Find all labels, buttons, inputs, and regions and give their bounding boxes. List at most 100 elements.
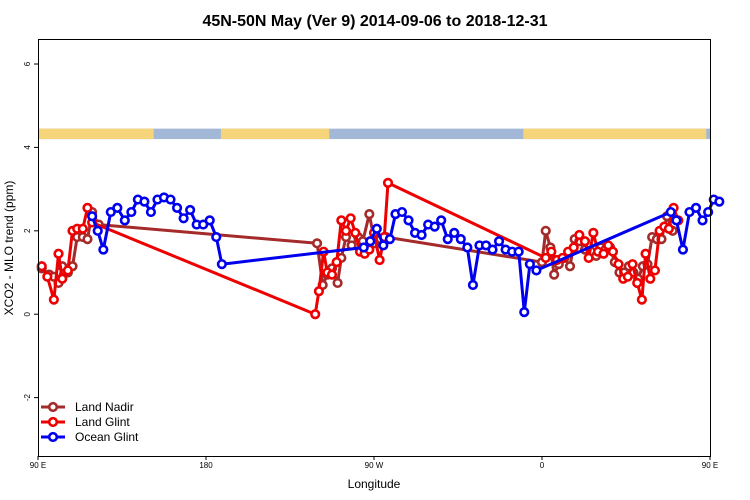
y-tick-label: 6 — [23, 61, 32, 66]
data-point — [178, 213, 189, 224]
data-point — [204, 215, 215, 226]
data-point — [313, 286, 325, 297]
data-point — [374, 254, 385, 266]
data-point — [371, 223, 382, 234]
y-axis-ticks: -2 0 2 4 6 — [23, 61, 38, 401]
data-point — [436, 215, 447, 226]
data-point — [139, 196, 150, 207]
data-point — [697, 215, 708, 226]
data-point — [36, 261, 47, 272]
data-point — [568, 242, 579, 253]
data-point — [607, 246, 619, 257]
y-tick-label: 0 — [23, 311, 32, 316]
data-point — [690, 202, 702, 213]
data-point — [358, 242, 369, 253]
data-point — [677, 244, 689, 255]
data-point — [82, 234, 93, 245]
data-point — [98, 244, 109, 255]
ocean-band — [38, 128, 710, 140]
data-point — [311, 238, 323, 249]
data-point — [310, 309, 321, 320]
data-point — [396, 206, 408, 218]
data-point — [336, 215, 347, 226]
data-point — [185, 204, 196, 216]
data-point — [378, 240, 389, 251]
data-point — [429, 221, 440, 232]
data-point — [62, 265, 73, 276]
legend-item: Ocean Glint — [41, 430, 139, 444]
data-point — [53, 248, 64, 259]
data-point — [636, 294, 647, 305]
data-point — [487, 244, 498, 255]
data-point — [216, 259, 227, 270]
legend-label: Ocean Glint — [75, 430, 139, 444]
x-tick-label: 90 E — [702, 461, 718, 470]
data-point — [574, 229, 585, 241]
data-point — [627, 259, 638, 270]
y-tick-label: 2 — [23, 228, 32, 233]
data-point — [462, 242, 473, 253]
legend-label: Land Glint — [75, 415, 130, 429]
data-point — [364, 209, 375, 220]
data-point — [579, 236, 591, 247]
x-tick-label: 0 — [540, 461, 545, 470]
data-point — [714, 196, 725, 207]
data-point — [613, 259, 624, 270]
data-point — [549, 269, 560, 280]
data-point — [467, 279, 479, 291]
series-ocean-glint — [87, 192, 725, 318]
data-point — [540, 252, 551, 264]
data-point — [583, 252, 594, 264]
data-point — [332, 277, 343, 289]
legend-marker — [47, 416, 59, 428]
data-point — [119, 215, 130, 226]
legend-label: Land Nadir — [75, 400, 134, 414]
legend-item: Land Nadir — [41, 400, 134, 414]
data-point — [671, 215, 682, 226]
y-tick-label: -2 — [23, 394, 32, 402]
data-point — [165, 194, 176, 205]
land-band — [523, 128, 707, 140]
data-point — [145, 206, 157, 218]
data-point — [384, 234, 395, 245]
data-point — [665, 206, 676, 218]
data-point — [87, 211, 98, 222]
x-axis-ticks: 90 E 180 90 W 0 90 E — [30, 456, 718, 470]
data-point — [455, 234, 466, 245]
legend-marker — [47, 431, 59, 443]
data-point — [326, 269, 338, 280]
data-point — [403, 215, 414, 226]
data-point — [603, 240, 614, 251]
data-point — [345, 213, 356, 224]
data-point — [112, 202, 123, 213]
data-point — [632, 277, 643, 289]
data-point — [449, 227, 460, 239]
data-point — [171, 202, 183, 213]
x-tick-label: 180 — [199, 461, 213, 470]
data-point — [77, 223, 88, 234]
data-point — [519, 307, 530, 318]
data-point — [331, 256, 342, 268]
data-point — [598, 248, 609, 259]
data-point — [640, 248, 651, 259]
data-point — [57, 273, 68, 284]
data-point — [350, 227, 361, 239]
data-point — [513, 246, 524, 257]
data-point — [645, 273, 656, 284]
y-tick-label: 4 — [23, 145, 32, 150]
data-point — [82, 202, 93, 213]
data-point — [540, 225, 551, 236]
data-point — [649, 265, 661, 276]
data-point — [524, 259, 535, 270]
data-point — [493, 236, 505, 247]
chart-title: 45N-50N May (Ver 9) 2014-09-06 to 2018-1… — [202, 13, 547, 30]
legend-marker — [47, 401, 59, 413]
data-point — [126, 206, 137, 218]
data-point — [531, 265, 542, 276]
series-land-glint — [36, 177, 684, 320]
data-point — [546, 246, 557, 257]
data-point — [211, 231, 222, 243]
data-point — [92, 225, 103, 236]
x-tick-label: 90 E — [30, 461, 46, 470]
